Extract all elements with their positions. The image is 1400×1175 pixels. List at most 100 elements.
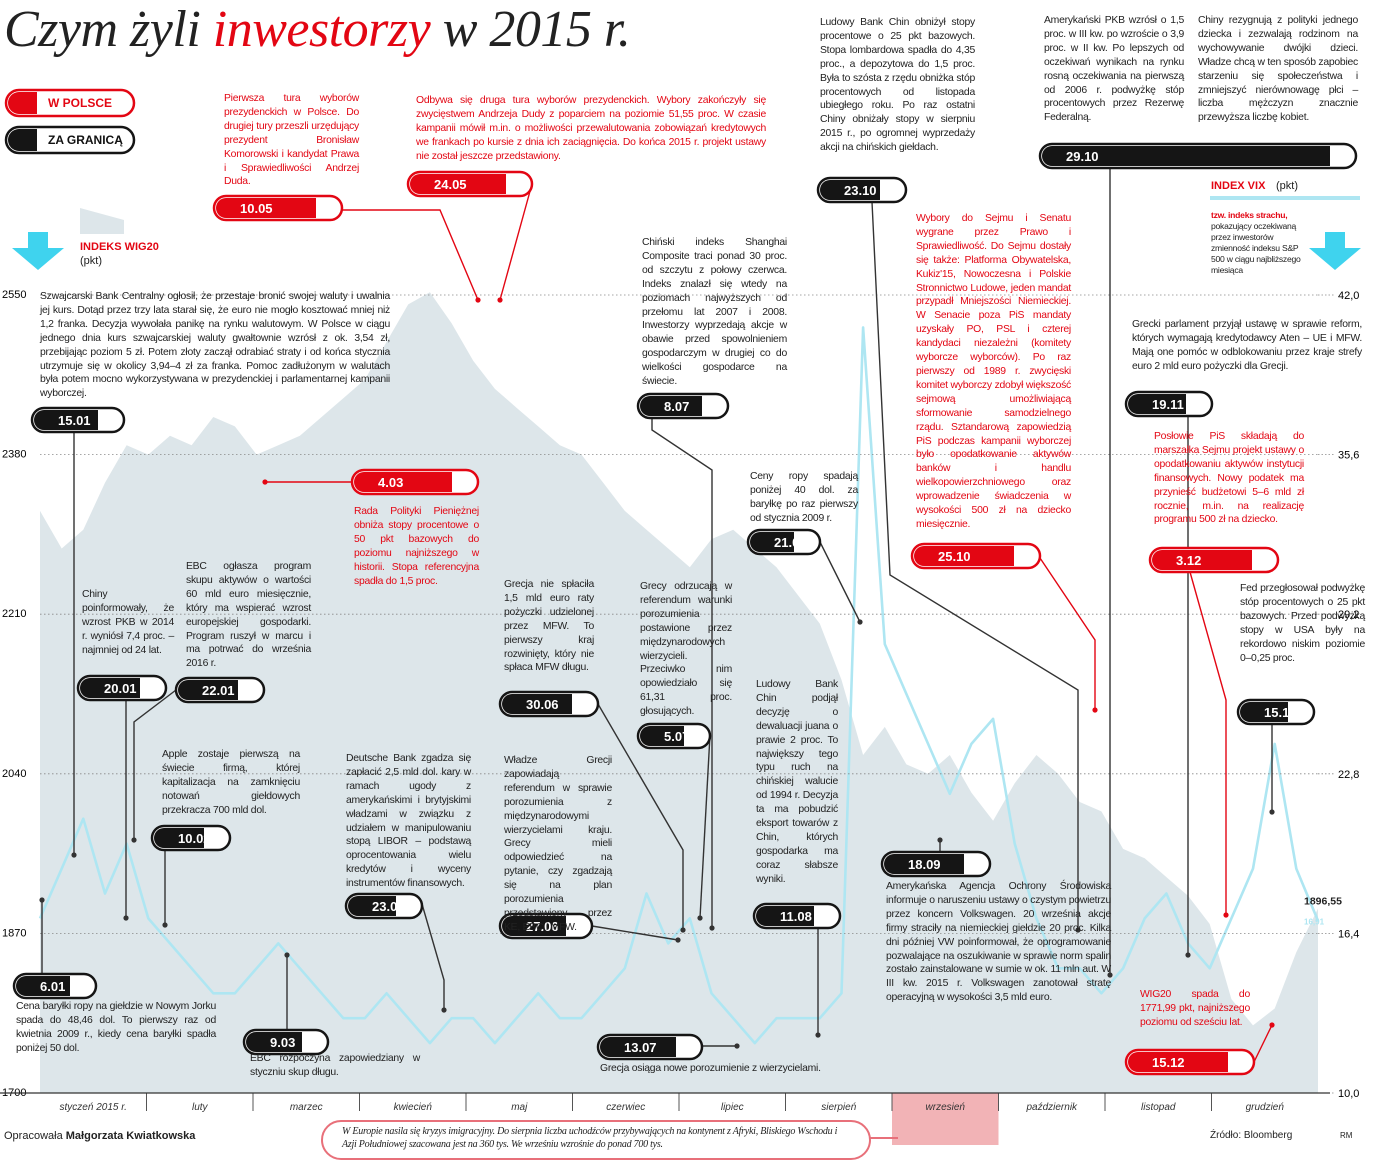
- annotation-dot: [1269, 1022, 1275, 1028]
- annotation-text: Apple zostaje pierwszą na świecie firmą,…: [162, 749, 300, 816]
- annotation-pill: 10.05: [212, 194, 344, 222]
- annotation-dot: [497, 297, 503, 303]
- annotation-pill: 23.04: [344, 892, 424, 920]
- annotation-text: Władze Grecji zapowiadają referendum w s…: [504, 755, 612, 933]
- y-tick-label: 2550: [2, 289, 26, 301]
- annotation-connector: [651, 418, 713, 928]
- y2-axis-note: pokazujący oczekiwaną przez inwestorów z…: [1211, 221, 1301, 275]
- annotation-text: Chiny poinformowały, że wzrost PKB w 201…: [82, 589, 174, 656]
- annotation-connector: [133, 689, 177, 840]
- pill-fill: [1252, 702, 1288, 722]
- annotation-text: Grecja nie spłaciła 1,5 mld euro raty po…: [504, 579, 594, 674]
- annotation-pill: 20.01: [76, 674, 168, 702]
- annotation-dot: [162, 922, 168, 928]
- pill-fill: [652, 396, 702, 416]
- pill-fill: [46, 410, 98, 430]
- x-tick-label: październik: [1025, 1102, 1078, 1113]
- annotation-dot: [475, 297, 481, 303]
- x-tick-label: grudzień: [1246, 1102, 1285, 1113]
- annotation-text: EBC ogłasza program skupu aktywów o wart…: [186, 561, 311, 670]
- annotation-dot: [675, 937, 681, 943]
- annotation-text: Fed przegłosował podwyżkę stóp procentow…: [1240, 583, 1365, 664]
- pill-label: 23.10: [844, 183, 877, 198]
- annotation-text: Chiński indeks Shanghai Composite traci …: [642, 237, 787, 388]
- vix-line: [38, 326, 1320, 1045]
- y2-tick-label: 22,8: [1338, 769, 1359, 781]
- pill-fill: [514, 694, 572, 714]
- credit-author: Małgorzata Kwiatkowska: [65, 1130, 196, 1142]
- annotation-pill: 30.06: [498, 690, 600, 718]
- annotation-text: Deutsche Bank zgadza się zapłacić 2,5 ml…: [346, 753, 471, 890]
- annotation-dot: [1092, 707, 1098, 713]
- annotation-pill: 5.07: [636, 722, 712, 750]
- annotation-connector: [1253, 1024, 1273, 1063]
- annotation-pill: 24.05: [406, 170, 534, 198]
- down-arrow-icon: [12, 232, 1361, 270]
- y2-tick-label: 10,0: [1338, 1088, 1359, 1100]
- y-tick-label: 1870: [2, 927, 26, 939]
- pill-fill: [896, 854, 964, 874]
- pill-fill: [1140, 1052, 1228, 1072]
- pill-label: 8.07: [664, 399, 689, 414]
- month-highlight: [892, 1093, 999, 1145]
- annotation-connector: [1039, 557, 1096, 710]
- annotation-connector: [499, 183, 533, 301]
- annotation-connector: [819, 541, 861, 623]
- x-tick-label: wrzesień: [926, 1102, 966, 1113]
- pill-fill: [1054, 146, 1330, 166]
- title-part: w 2015 r.: [442, 1, 631, 58]
- annotation-dot: [815, 1032, 821, 1038]
- pill-label: 18.09: [908, 857, 941, 872]
- y2-axis-name: INDEX VIX: [1211, 180, 1266, 192]
- pill-fill: [92, 678, 140, 698]
- annotation-dot: [123, 915, 129, 921]
- pill-label: 25.10: [938, 549, 971, 564]
- pill-fill: [360, 896, 396, 916]
- annotation-connector: [597, 703, 684, 930]
- annotation-pill: 19.11: [1124, 390, 1214, 418]
- annotation-pill: 9.03: [242, 1028, 330, 1056]
- annotation-dot: [1185, 952, 1191, 958]
- line-legend-icon: [1210, 196, 1360, 200]
- annotation-pill: 6.01: [12, 972, 98, 1000]
- chart-title: Czym żyli inwestorzy w 2015 r.: [4, 0, 631, 59]
- title-highlight: inwestorzy: [212, 1, 431, 58]
- month-note: W Europie nasila się kryzys imigracyjny.…: [342, 1126, 838, 1150]
- annotation-dot: [937, 837, 943, 843]
- pill-label: 5.07: [664, 729, 689, 744]
- y2-tick-label: 42,0: [1338, 290, 1359, 302]
- pill-fill: [514, 916, 566, 936]
- pill-fill: [768, 906, 814, 926]
- legend-swatch: [19, 129, 37, 151]
- annotation-dot: [131, 837, 137, 843]
- legend-swatch: [19, 92, 37, 114]
- annotation-text: EBC rozpoczyna zapowiedziany w styczniu …: [250, 1053, 420, 1078]
- pill-label: 29.10: [1066, 149, 1099, 164]
- annotation-dot: [284, 952, 290, 958]
- annotation-pill: 15.01: [30, 406, 126, 434]
- pill-label: 30.06: [526, 697, 559, 712]
- pill-label: 10.02: [178, 831, 211, 846]
- annotation-text: Posłowie PiS składają do marszałka Sejmu…: [1154, 431, 1304, 526]
- pill-fill: [422, 174, 506, 194]
- x-tick-label: kwiecień: [394, 1102, 433, 1113]
- month-note-frame: [321, 1120, 871, 1160]
- annotation-connector: [699, 734, 711, 919]
- end-value-label: 1896,55: [1304, 895, 1342, 907]
- pill-fill: [926, 546, 1014, 566]
- annotation-dot: [1075, 927, 1081, 933]
- annotation-connector: [1189, 571, 1227, 915]
- x-tick-label: styczeń 2015 r.: [60, 1102, 127, 1113]
- annotation-pill: 15.12: [1236, 698, 1316, 726]
- annotation-dot: [857, 619, 863, 625]
- logo: RM: [1340, 1131, 1353, 1140]
- end-value-label: 16,91: [1304, 918, 1325, 927]
- pill-fill: [28, 976, 70, 996]
- annotation-text: Amerykańska Agencja Ochrony Środowiska i…: [886, 881, 1111, 1004]
- annotation-dot: [39, 897, 45, 903]
- annotation-dot: [1269, 809, 1275, 815]
- annotation-dot: [1107, 972, 1113, 978]
- annotation-text: Amerykański PKB wzrósł o 1,5 proc. w III…: [1044, 15, 1184, 124]
- annotation-pill: 22.01: [174, 676, 266, 704]
- legend-label: ZA GRANICĄ: [48, 133, 123, 147]
